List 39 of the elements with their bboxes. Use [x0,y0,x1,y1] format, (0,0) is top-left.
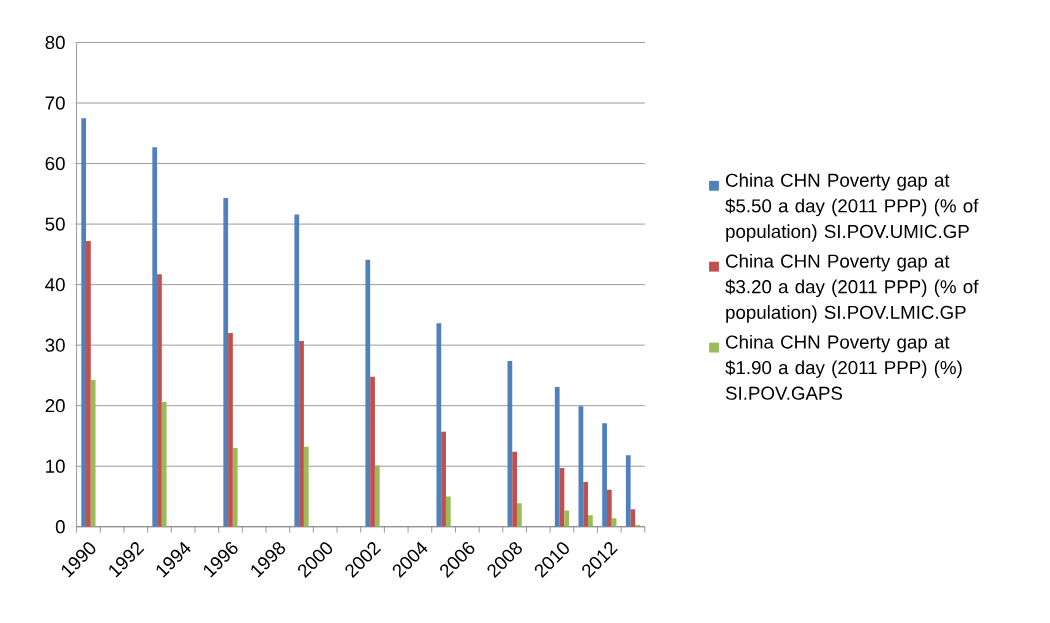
y-tick-label: 70 [45,96,65,110]
bar [564,510,570,527]
bar [554,387,560,527]
bar [512,451,517,527]
y-tick-label: 80 [45,36,65,50]
bar [516,503,522,527]
bar [445,496,451,527]
bar [441,431,446,527]
legend-label: China CHN Poverty gap at $1.90 a day (2011 PPP) (%) SI.POV.GAPS [725,335,962,401]
bar [606,490,612,527]
bar [303,447,309,527]
legend-label: China CHN Poverty gap at $3.20 a day (2011 PPP) (% of population) SI.POV.LMIC.GP [725,254,979,323]
y-tick-label: 60 [45,157,65,171]
bar [588,515,593,527]
bar [374,465,380,527]
bar [161,402,167,527]
bar [602,423,607,527]
y-tick-label: 0 [55,520,65,534]
bar [232,448,238,527]
y-tick-label: 50 [45,217,65,231]
y-tick-label: 40 [45,278,65,292]
bar [583,482,589,527]
y-tick-label: 10 [46,459,65,474]
bar [294,214,300,527]
bar [152,147,158,527]
bar [436,323,442,527]
bar [90,379,96,527]
bar [625,455,631,527]
y-tick-label: 30 [45,338,65,352]
bar [365,259,371,527]
bar [299,341,304,527]
legend-label: China CHN Poverty gap at $5.50 a day (2011 PPP) (% of population) SI.POV.UMIC.GP [725,173,979,242]
y-tick-label: 20 [45,399,65,413]
bar [223,198,229,527]
bar [507,361,513,527]
bar [228,333,233,527]
bar [86,241,91,527]
bar [157,274,162,527]
bar [370,376,375,527]
